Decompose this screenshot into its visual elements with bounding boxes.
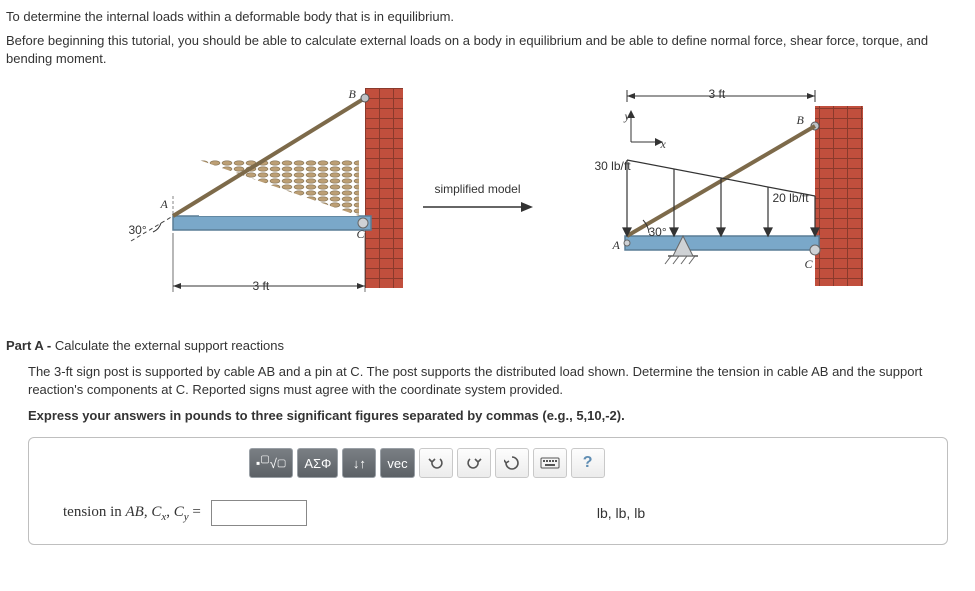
angle-right: 30° [649, 224, 667, 241]
intro-line-2: Before beginning this tutorial, you shou… [6, 32, 969, 68]
answer-toolbar: ▪▢√▢ ΑΣΦ ↓↑ vec ? [29, 438, 947, 486]
label-A-right: A [613, 237, 620, 254]
tb-undo-btn[interactable] [419, 448, 453, 478]
figure-area: B A C 30° 3 ft simplified model [6, 83, 969, 313]
answer-input[interactable] [211, 500, 307, 526]
label-C-left: C [357, 226, 365, 243]
load-20: 20 lb/ft [773, 190, 809, 207]
simplified-arrow: simplified model [423, 181, 533, 214]
figure-right: 3 ft y x 30 lb/ft 20 lb/ft 30° A B C [553, 88, 863, 308]
tb-reset-btn[interactable] [495, 448, 529, 478]
answer-box: ▪▢√▢ ΑΣΦ ↓↑ vec ? tension in AB, Cx, Cy … [28, 437, 948, 545]
dim-3ft-right: 3 ft [709, 86, 726, 103]
tb-keyboard-btn[interactable] [533, 448, 567, 478]
angle-left: 30° [129, 222, 147, 239]
tb-template-btn[interactable]: ▪▢√▢ [249, 448, 293, 478]
part-a-body-1: The 3-ft sign post is supported by cable… [28, 363, 969, 399]
tb-help-btn[interactable]: ? [571, 448, 605, 478]
simplified-text: simplified model [434, 181, 520, 198]
axis-x: x [661, 136, 666, 153]
ans-ab: AB [126, 504, 144, 520]
label-B-right: B [797, 112, 804, 129]
part-a-header: Part A - Calculate the external support … [6, 337, 969, 355]
figure-left: B A C 30° 3 ft [113, 88, 403, 308]
tb-subscript-btn[interactable]: ↓↑ [342, 448, 376, 478]
tb-vec-btn[interactable]: vec [380, 448, 414, 478]
label-A-left: A [161, 196, 168, 213]
tb-redo-btn[interactable] [457, 448, 491, 478]
part-a-prefix: Part A - [6, 338, 55, 353]
label-C-right: C [805, 256, 813, 273]
load-30: 30 lb/ft [595, 158, 631, 175]
part-a-title: Calculate the external support reactions [55, 338, 284, 353]
answer-label: tension in AB, Cx, Cy = [63, 502, 201, 525]
tb-greek-btn[interactable]: ΑΣΦ [297, 448, 338, 478]
axis-y: y [625, 108, 630, 125]
ans-prefix: tension in [63, 504, 126, 520]
answer-units: lb, lb, lb [597, 504, 645, 524]
intro-line-1: To determine the internal loads within a… [6, 8, 969, 26]
part-a-body-2: Express your answers in pounds to three … [28, 407, 969, 425]
label-B-left: B [349, 86, 356, 103]
dim-3ft-left: 3 ft [253, 278, 270, 295]
